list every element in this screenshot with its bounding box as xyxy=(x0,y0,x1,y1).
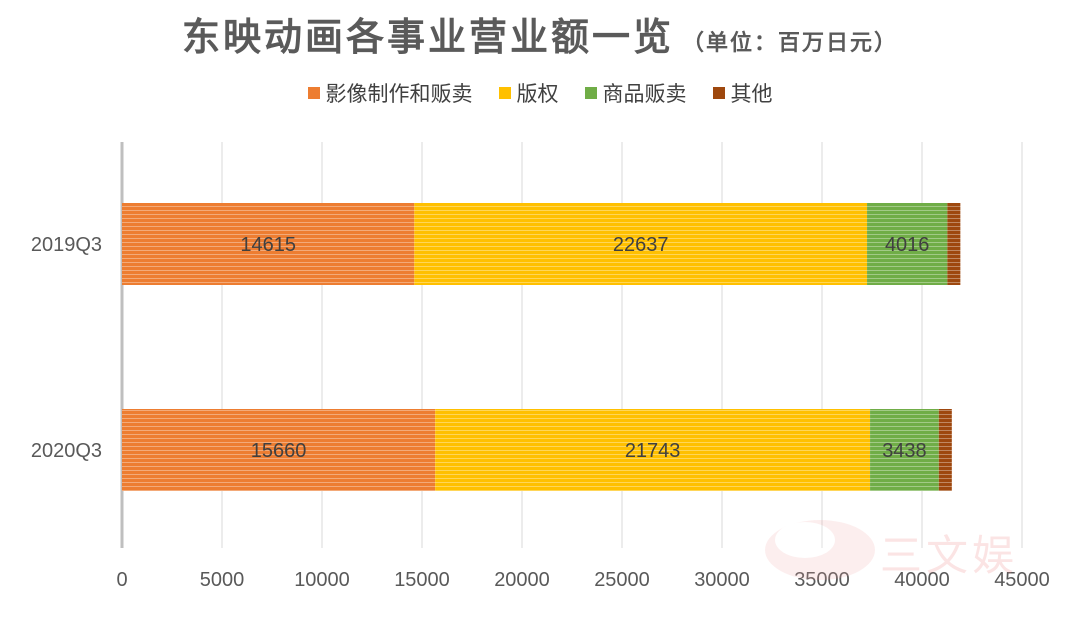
x-tick-label: 15000 xyxy=(394,569,450,591)
legend-item: 影像制作和贩卖 xyxy=(307,78,473,108)
x-tick-label: 35000 xyxy=(794,569,850,591)
x-tick-label: 0 xyxy=(116,569,127,591)
bar-segment xyxy=(938,409,952,491)
chart-title-main: 东映动画各事业营业额一览 xyxy=(181,15,674,59)
x-tick-label: 20000 xyxy=(494,569,550,591)
bar-segment xyxy=(122,409,436,491)
legend-label: 其他 xyxy=(730,82,773,106)
x-tick-label: 10000 xyxy=(294,569,350,591)
x-tick-label: 25000 xyxy=(594,569,650,591)
watermark-logo-icon xyxy=(765,520,875,580)
legend-item: 商品贩卖 xyxy=(584,78,687,108)
data-label: 15660 xyxy=(251,440,307,462)
legend-label: 版权 xyxy=(516,82,559,106)
chart-title-unit: （单位：百万日元） xyxy=(682,31,899,56)
chart-legend: 影像制作和贩卖 版权 商品贩卖 其他 xyxy=(0,78,1080,108)
bar-segment xyxy=(414,203,868,285)
bar-segment xyxy=(947,203,961,285)
bar-segment xyxy=(867,203,948,285)
x-tick-label: 45000 xyxy=(994,569,1050,591)
category-label: 2020Q3 xyxy=(31,440,102,462)
legend-item: 版权 xyxy=(498,78,559,108)
category-label: 2019Q3 xyxy=(31,234,102,256)
data-label: 3438 xyxy=(882,440,927,462)
data-label: 14615 xyxy=(240,234,296,256)
x-tick-label: 30000 xyxy=(694,569,750,591)
legend-swatch xyxy=(712,87,725,99)
x-tick-label: 40000 xyxy=(894,569,950,591)
data-label: 22637 xyxy=(613,234,669,256)
bar-segment xyxy=(870,409,939,491)
x-tick-label: 5000 xyxy=(200,569,245,591)
data-label: 4016 xyxy=(885,234,930,256)
legend-swatch xyxy=(307,87,320,99)
bar-segment xyxy=(122,203,415,285)
bar-segment xyxy=(435,409,871,491)
legend-swatch xyxy=(498,87,511,99)
chart-title: 东映动画各事业营业额一览 （单位：百万日元） xyxy=(0,6,1080,61)
watermark-text: 三文娱 xyxy=(880,531,1019,580)
data-label: 21743 xyxy=(625,440,681,462)
legend-swatch xyxy=(584,87,597,99)
legend-label: 商品贩卖 xyxy=(602,82,687,106)
legend-label: 影像制作和贩卖 xyxy=(325,82,473,106)
legend-item: 其他 xyxy=(712,78,773,108)
